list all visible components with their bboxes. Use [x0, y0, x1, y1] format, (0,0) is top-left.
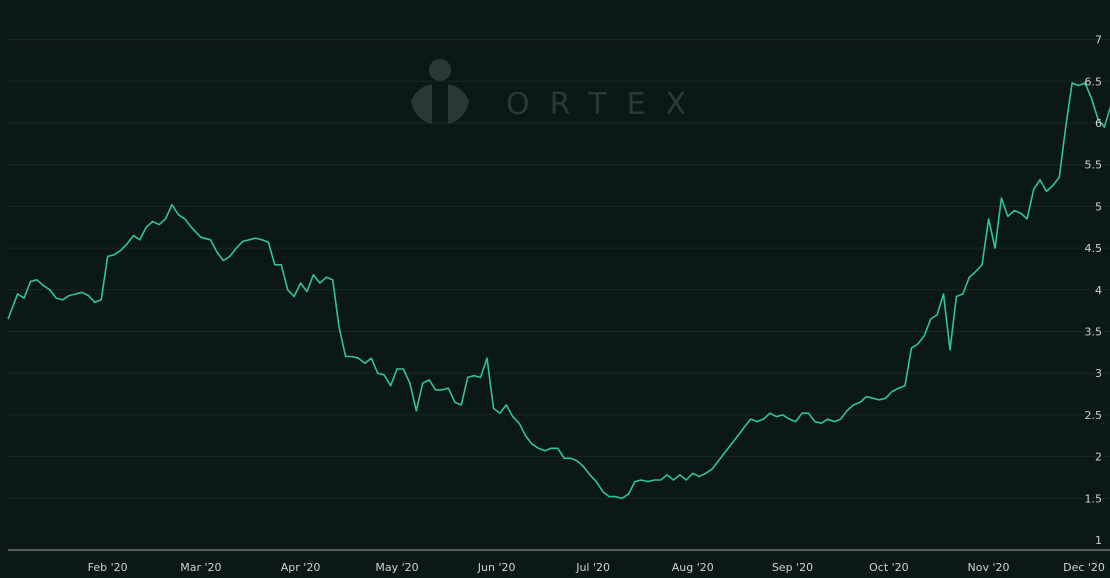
watermark: ORTEX — [411, 59, 706, 124]
series-line — [7, 82, 1110, 500]
y-tick-label: 1 — [1095, 534, 1102, 547]
y-tick-label: 4 — [1095, 284, 1102, 297]
y-tick-label: 6 — [1095, 117, 1102, 130]
y-tick-label: 6.5 — [1085, 75, 1103, 88]
gridlines — [8, 39, 1110, 499]
y-tick-label: 4.5 — [1085, 242, 1103, 255]
x-tick-label: Dec '20 — [1063, 561, 1105, 574]
x-tick-label: Feb '20 — [88, 561, 128, 574]
y-axis-ticks: 1 1.5 2 2.5 3 3.5 4 4.5 5 5.5 6 6.5 7 — [1085, 34, 1103, 547]
x-tick-label: Mar '20 — [180, 561, 221, 574]
ortex-logo-icon — [411, 59, 469, 124]
y-tick-label: 3.5 — [1085, 326, 1103, 339]
y-tick-label: 5 — [1095, 200, 1102, 213]
x-tick-label: Jul '20 — [575, 561, 610, 574]
series-layer — [7, 82, 1110, 500]
x-tick-label: Jun '20 — [477, 561, 516, 574]
x-tick-label: Sep '20 — [772, 561, 813, 574]
x-tick-label: Nov '20 — [968, 561, 1010, 574]
y-tick-label: 1.5 — [1085, 492, 1103, 505]
x-tick-label: May '20 — [375, 561, 418, 574]
watermark-text: ORTEX — [506, 87, 706, 122]
y-tick-label: 3 — [1095, 367, 1102, 380]
y-tick-label: 5.5 — [1085, 159, 1103, 172]
x-axis-ticks: Feb '20 Mar '20 Apr '20 May '20 Jun '20 Jul '… — [88, 561, 1105, 574]
y-tick-label: 2.5 — [1085, 409, 1103, 422]
x-tick-label: Oct '20 — [869, 561, 909, 574]
x-tick-label: Aug '20 — [672, 561, 714, 574]
x-tick-label: Apr '20 — [281, 561, 321, 574]
y-tick-label: 7 — [1095, 34, 1102, 47]
y-tick-label: 2 — [1095, 451, 1102, 464]
